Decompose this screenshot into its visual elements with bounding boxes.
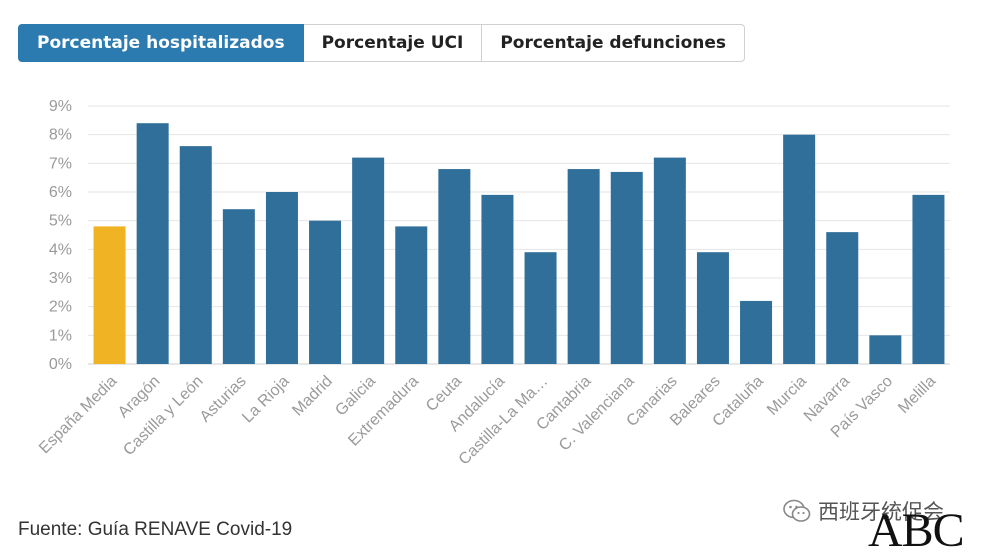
y-tick-label: 2% — [49, 299, 72, 316]
y-tick-label: 4% — [49, 241, 72, 258]
tab-porcentaje-uci[interactable]: Porcentaje UCI — [303, 24, 483, 62]
tab-porcentaje-defunciones[interactable]: Porcentaje defunciones — [482, 24, 746, 62]
bar[interactable] — [309, 220, 342, 364]
x-tick-label: C. Valenciana — [556, 373, 638, 455]
bar[interactable] — [438, 169, 471, 364]
bar[interactable] — [869, 335, 902, 364]
bar[interactable] — [912, 194, 945, 364]
bar[interactable] — [826, 232, 859, 364]
bar[interactable] — [136, 123, 169, 364]
bar[interactable] — [179, 146, 212, 364]
x-tick-label: Madrid — [289, 373, 336, 420]
bar[interactable] — [222, 209, 255, 364]
bar[interactable] — [265, 192, 298, 364]
y-tick-label: 5% — [49, 213, 72, 230]
bar[interactable] — [696, 252, 729, 364]
bar[interactable] — [740, 300, 773, 364]
bar[interactable] — [395, 226, 428, 364]
bar[interactable] — [93, 226, 126, 364]
chart-tabs: Porcentaje hospitalizados Porcentaje UCI… — [18, 24, 746, 62]
wechat-icon — [783, 499, 811, 522]
tab-porcentaje-hospitalizados[interactable]: Porcentaje hospitalizados — [18, 24, 304, 62]
bar[interactable] — [524, 252, 557, 364]
watermark-text: 西班牙统促会 — [818, 500, 944, 524]
bar[interactable] — [783, 134, 816, 364]
abc-logo: ABC — [868, 504, 965, 557]
bar[interactable] — [481, 194, 514, 364]
y-tick-label: 1% — [49, 327, 72, 344]
y-tick-label: 8% — [49, 127, 72, 144]
wechat-watermark: 西班牙统促会 — [782, 496, 944, 526]
bar[interactable] — [352, 157, 385, 364]
source-note: Fuente: Guía RENAVE Covid-19 — [18, 519, 293, 540]
x-tick-label: Castilla y León — [120, 373, 206, 459]
x-tick-label: Ceuta — [423, 373, 465, 415]
y-tick-label: 3% — [49, 270, 72, 287]
y-tick-label: 6% — [49, 184, 72, 201]
x-tick-label: Melilla — [895, 373, 939, 417]
bar-chart: 0%1%2%3%4%5%6%7%8%9%España MediaAragónCa… — [36, 98, 950, 468]
y-tick-label: 0% — [49, 356, 72, 373]
bar[interactable] — [567, 169, 600, 364]
y-tick-label: 7% — [49, 155, 72, 172]
y-tick-label: 9% — [49, 98, 72, 115]
x-tick-label: La Rioja — [239, 373, 293, 427]
bar[interactable] — [610, 171, 643, 364]
x-tick-label: España Media — [36, 373, 120, 457]
bar[interactable] — [653, 157, 686, 364]
